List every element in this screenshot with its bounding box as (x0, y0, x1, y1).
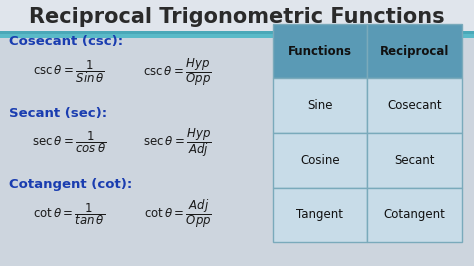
Text: Secant (sec):: Secant (sec): (9, 107, 108, 119)
Text: Reciprocal Trigonometric Functions: Reciprocal Trigonometric Functions (29, 7, 445, 27)
Bar (367, 133, 462, 188)
Text: Tangent: Tangent (296, 208, 344, 221)
Bar (367, 188, 462, 242)
Text: Cosine: Cosine (300, 154, 340, 167)
Text: Reciprocal: Reciprocal (380, 45, 449, 58)
Text: $\mathrm{sec}\,\theta = \dfrac{\mathit{Hyp}}{\mathit{Adj}}$: $\mathrm{sec}\,\theta = \dfrac{\mathit{H… (144, 126, 212, 159)
Bar (367, 78, 462, 133)
Bar (0, 31, 474, 34)
Bar (0, 38, 474, 266)
Bar (273, 188, 367, 242)
Text: $\mathrm{sec}\,\theta = \dfrac{1}{\mathit{cos}\,\theta}$: $\mathrm{sec}\,\theta = \dfrac{1}{\mathi… (32, 130, 106, 155)
Bar (367, 24, 462, 78)
Text: Secant: Secant (394, 154, 435, 167)
Bar (273, 133, 367, 188)
Bar (273, 24, 367, 78)
Text: Functions: Functions (288, 45, 352, 58)
Text: $\mathrm{csc}\,\theta = \dfrac{1}{\mathit{Sin}\,\theta}$: $\mathrm{csc}\,\theta = \dfrac{1}{\mathi… (33, 59, 105, 85)
Text: $\mathrm{cot}\,\theta = \dfrac{\mathit{Adj}}{\mathit{Opp}}$: $\mathrm{cot}\,\theta = \dfrac{\mathit{A… (144, 198, 212, 230)
Text: Cosecant: Cosecant (387, 99, 442, 112)
Bar (0, 0, 474, 32)
Text: Cosecant (csc):: Cosecant (csc): (9, 35, 124, 48)
Text: Sine: Sine (307, 99, 333, 112)
Text: $\mathrm{csc}\,\theta = \dfrac{\mathit{Hyp}}{\mathit{Opp}}$: $\mathrm{csc}\,\theta = \dfrac{\mathit{H… (144, 56, 212, 88)
Text: Cotangent: Cotangent (384, 208, 446, 221)
Text: Cotangent (cot):: Cotangent (cot): (9, 178, 133, 191)
Bar (273, 78, 367, 133)
Text: $\mathrm{cot}\,\theta = \dfrac{1}{\mathit{tan}\,\theta}$: $\mathrm{cot}\,\theta = \dfrac{1}{\mathi… (33, 201, 105, 227)
Bar (0, 34, 474, 38)
